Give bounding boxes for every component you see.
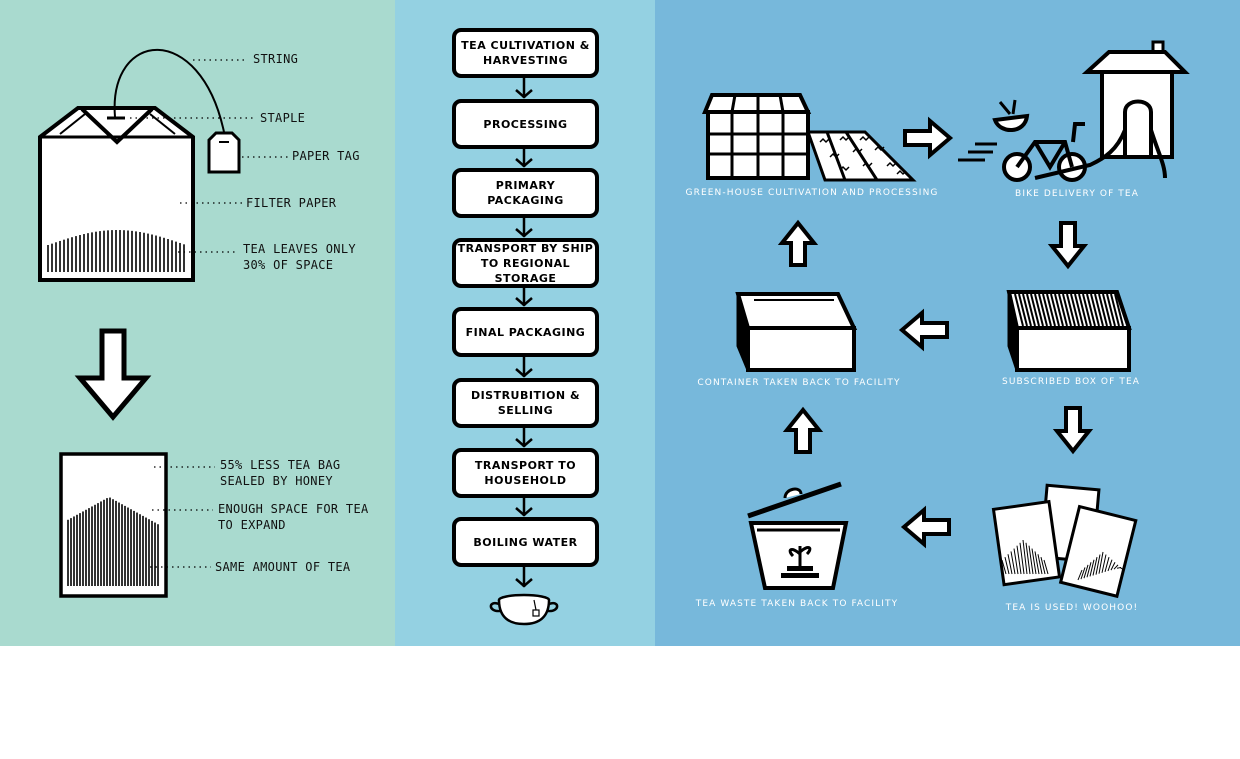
down-arrow-3 [1052,406,1094,455]
house-icon [1034,40,1190,180]
greenhouse-icon [702,93,812,180]
used-teabags-icon [991,483,1138,599]
caption-subscribed: SUBSCRIBED BOX OF TEA [1002,377,1140,387]
label-filter-paper: FILTER PAPER [246,196,337,210]
caption-used: TEA IS USED! WOOHOO! [1005,603,1139,613]
bike-icon [958,99,1087,182]
step-processing: PROCESSING [452,99,599,149]
caption-waste: TEA WASTE TAKEN BACK TO FACILITY [695,599,899,609]
label-less-bag: 55% LESS TEA BAG SEALED BY HONEY [220,458,341,488]
teacup-icon [489,593,559,626]
caption-greenhouse: GREEN-HOUSE CULTIVATION AND PROCESSING [685,188,939,198]
flow-connectors [515,78,533,588]
label-space-to-expand: ENOUGH SPACE FOR TEA TO EXPAND [218,502,369,532]
step-distribution: DISTRUBITION & SELLING [452,378,599,428]
caption-bike: BIKE DELIVERY OF TEA [1015,189,1139,199]
label-string: STRING [253,52,299,66]
caption-container: CONTAINER TAKEN BACK TO FACILITY [697,378,901,388]
up-arrow-2 [782,406,824,454]
container-icon [735,292,858,372]
down-arrow-2 [1047,221,1089,270]
teabag-icon [38,48,288,282]
right-arrow-1 [903,116,954,160]
step-primary-packaging: PRIMARY PACKAGING [452,168,599,218]
up-arrow-1 [777,219,819,267]
label-tea-leaves: TEA LEAVES ONLY 30% OF SPACE [243,242,356,272]
down-arrow-icon [74,328,152,421]
left-arrow-2 [900,505,951,549]
label-staple: STAPLE [260,111,306,125]
step-transport-ship: TRANSPORT BY SHIP TO REGIONAL STORAGE [452,238,599,288]
label-same-amount: SAME AMOUNT OF TEA [215,560,351,574]
step-transport-household: TRANSPORT TO HOUSEHOLD [452,448,599,498]
box-icon [1006,290,1132,372]
field-icon [805,130,917,182]
step-boiling-water: BOILING WATER [452,517,599,567]
compost-bin-icon [747,481,849,590]
new-teabag-icon [59,452,215,598]
left-arrow-1 [898,308,949,352]
step-cultivation: TEA CULTIVATION & HARVESTING [452,28,599,78]
label-paper-tag: PAPER TAG [292,149,360,163]
step-final-packaging: FINAL PACKAGING [452,307,599,357]
